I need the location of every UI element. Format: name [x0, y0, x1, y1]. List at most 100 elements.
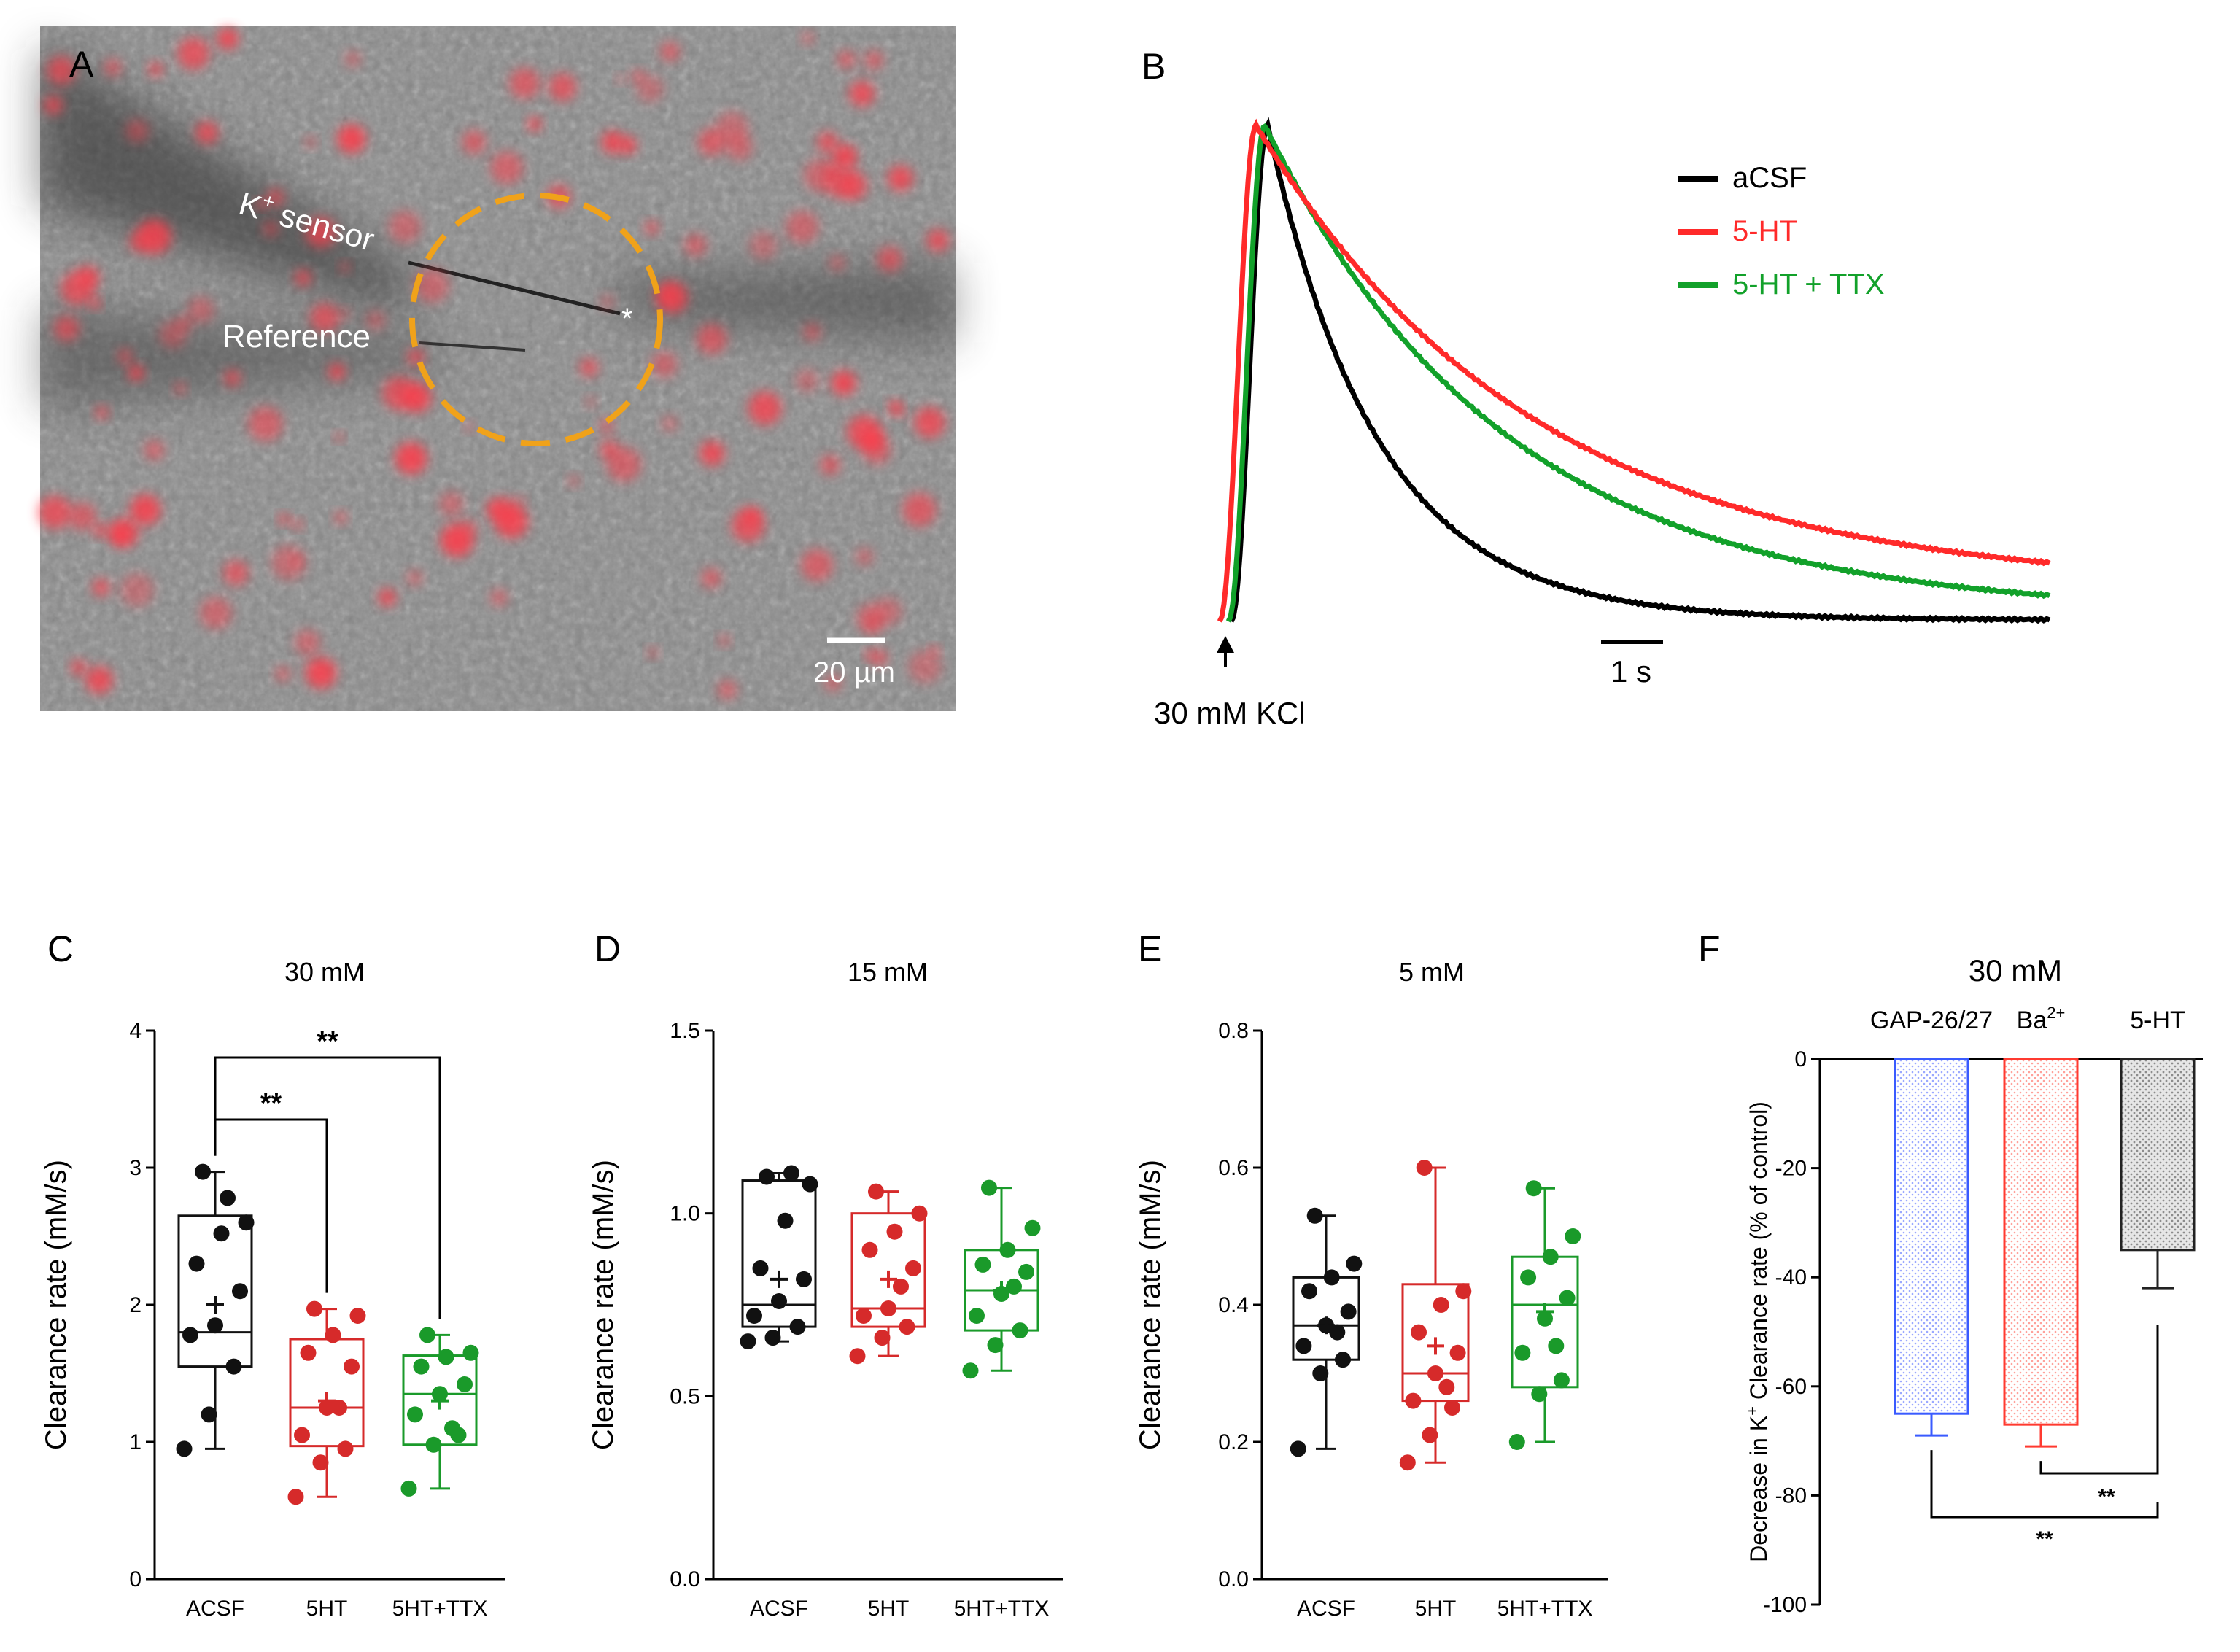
- data-point: [325, 1327, 341, 1343]
- fluorescent-cell: [743, 507, 761, 525]
- fluorescent-cell: [406, 570, 423, 586]
- data-point: [987, 1337, 1004, 1354]
- trace-5ht-ttx: [1225, 123, 2051, 623]
- fluorescent-cell: [877, 246, 903, 272]
- fluorescent-cell: [801, 548, 834, 581]
- fluorescent-cell: [159, 320, 187, 349]
- y-axis-label: Decrease in K+ Clearance rate (% of cont…: [1743, 1101, 1772, 1562]
- fluorescent-cell: [125, 119, 150, 143]
- fluorescent-cell: [864, 50, 884, 70]
- y-axis-label: Clearance rate (mM/s): [587, 1160, 619, 1450]
- category-label-main: GAP-26/27: [1870, 1007, 1993, 1034]
- fluorescent-cell: [44, 96, 63, 115]
- panel-f-label: F: [1698, 928, 1721, 969]
- y-tick-label: 0: [1794, 1047, 1807, 1071]
- fluorescent-cell: [195, 121, 219, 144]
- fluorescent-cell: [328, 363, 346, 381]
- fluorescent-cell: [795, 369, 819, 392]
- data-point: [777, 1212, 794, 1229]
- fluorescent-cell: [200, 597, 232, 629]
- fluorescent-cell: [144, 440, 165, 461]
- data-point: [905, 1260, 921, 1276]
- data-point: [861, 1241, 878, 1258]
- fluorescent-cell: [53, 315, 80, 341]
- panel-a-micrograph: A K+ sensor Reference * 20 µm: [38, 26, 956, 711]
- fluorescent-cell: [291, 557, 301, 566]
- fluorescent-cell: [825, 164, 837, 177]
- fluorescent-cell: [824, 674, 842, 691]
- data-point: [1295, 1338, 1312, 1354]
- fluorescent-cell: [365, 310, 386, 330]
- data-point: [1018, 1263, 1034, 1280]
- sensor-pipette-tip: [408, 260, 621, 316]
- fluorescent-cell: [177, 37, 210, 70]
- fluorescent-cell: [926, 229, 950, 252]
- fluorescent-cell: [579, 358, 599, 377]
- fluorescent-cell: [339, 308, 351, 319]
- x-category-label: 5HT: [868, 1597, 910, 1621]
- data-point: [349, 1308, 366, 1324]
- fluorescent-cell: [69, 502, 97, 531]
- legend-5ht-label: 5-HT: [1732, 215, 1797, 247]
- fluorescent-cell: [801, 31, 814, 44]
- fluorescent-cell: [600, 295, 615, 309]
- fluorescent-cell: [295, 629, 320, 656]
- data-point: [1525, 1180, 1542, 1197]
- reference-label: Reference: [222, 319, 371, 354]
- data-point: [1346, 1255, 1363, 1272]
- fluorescent-cell: [838, 171, 868, 201]
- y-tick-label: 0.4: [1218, 1293, 1249, 1317]
- x-category-label: 5HT: [1415, 1597, 1457, 1621]
- data-point: [1565, 1228, 1581, 1244]
- significance-label: **: [317, 1026, 338, 1057]
- data-point: [300, 1344, 317, 1361]
- fluorescent-cell: [803, 323, 821, 341]
- category-label-main: Ba: [2017, 1007, 2047, 1034]
- data-point: [238, 1214, 255, 1231]
- data-point: [287, 1489, 304, 1505]
- fluorescent-cell: [701, 568, 721, 588]
- fluorescent-cell: [820, 454, 840, 476]
- fluorescent-cell: [95, 406, 109, 419]
- fluorescent-cell: [334, 511, 347, 524]
- data-point: [849, 1348, 866, 1365]
- significance-label: **: [2098, 1485, 2115, 1509]
- x-category-label: ACSF: [186, 1597, 244, 1621]
- fluorescent-cell: [248, 406, 283, 441]
- data-point: [899, 1319, 915, 1335]
- y-tick-label: -60: [1775, 1375, 1807, 1399]
- fluorescent-cell: [304, 136, 317, 148]
- panel-e-label: E: [1138, 928, 1162, 969]
- fluorescent-cell: [263, 220, 279, 237]
- data-point: [1449, 1344, 1466, 1361]
- bar: [2003, 1058, 2079, 1426]
- fluorescent-cell: [104, 58, 122, 77]
- trace-5ht: [1217, 118, 2051, 623]
- fluorescent-cell: [462, 130, 487, 155]
- fluorescent-cell: [130, 494, 161, 526]
- fluorescent-cell: [902, 492, 937, 527]
- data-point: [1329, 1324, 1346, 1341]
- fluorescent-cell: [217, 28, 239, 50]
- data-point: [188, 1255, 205, 1272]
- fluorescent-cell: [726, 133, 753, 160]
- fluorescent-cell: [585, 396, 597, 408]
- panel-d-label: D: [594, 928, 621, 969]
- data-point: [1399, 1454, 1416, 1471]
- data-point: [1514, 1344, 1531, 1361]
- category-label-main: 5-HT: [2130, 1007, 2185, 1034]
- scale-bar-label: 20 µm: [813, 656, 895, 689]
- data-point: [981, 1179, 997, 1196]
- fluorescent-cell: [786, 210, 819, 244]
- panel-e-box-plot: E 5 mM 0.0 0.2 0.4 0.6 0.8 Clearance rate (mM/s…: [1134, 928, 1608, 1621]
- fluorescent-cell: [495, 504, 529, 539]
- data-point: [306, 1300, 322, 1317]
- fluorescent-cell: [90, 298, 101, 309]
- right-shadow: [613, 263, 956, 343]
- data-point: [962, 1362, 979, 1379]
- data-point: [407, 1406, 423, 1423]
- fluorescent-cell: [856, 548, 874, 566]
- fluorescent-cell: [509, 68, 540, 99]
- data-point: [1290, 1440, 1306, 1457]
- fluorescent-cell: [651, 351, 678, 378]
